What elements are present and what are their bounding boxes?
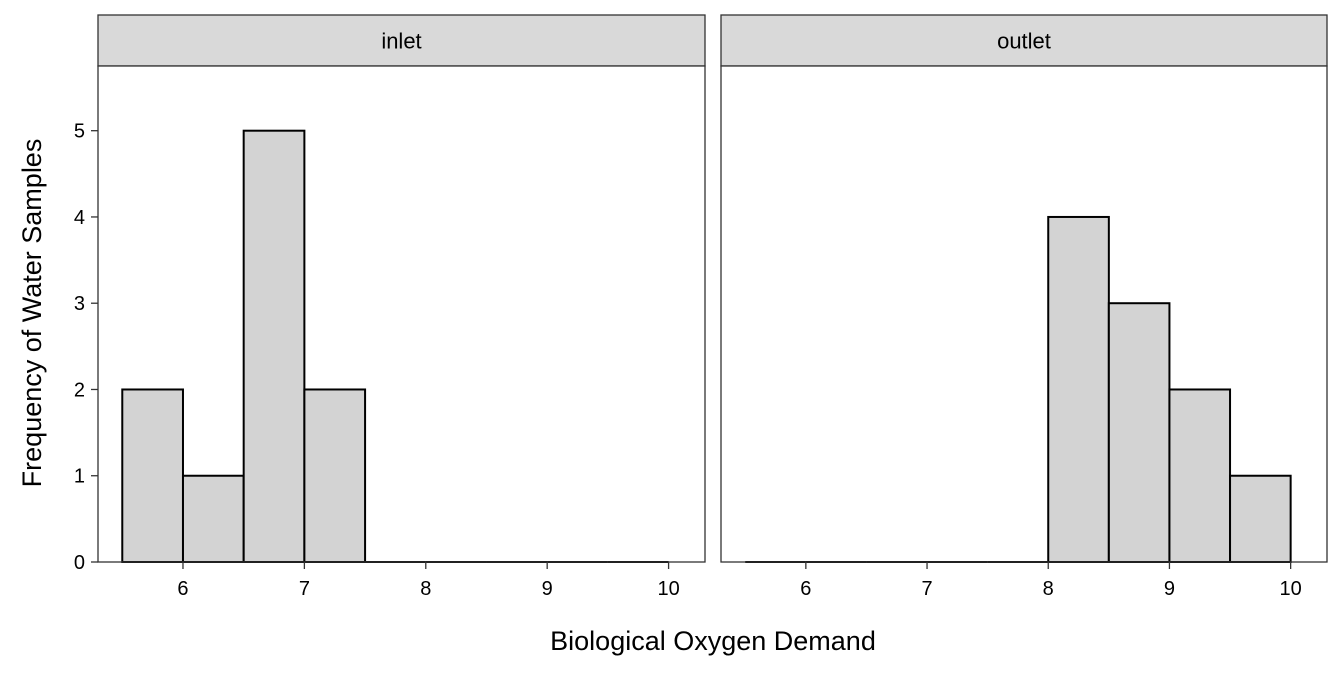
y-tick-label: 3 [74, 293, 85, 315]
facet-panel-inlet: inlet 6 7 8 9 10 [97, 14, 706, 600]
histogram-bar [1229, 474, 1292, 564]
x-tick-label: 8 [420, 578, 431, 600]
x-tick-label: 9 [1164, 578, 1175, 600]
x-axis-inlet: 6 7 8 9 10 [177, 562, 680, 600]
y-tick-label: 1 [74, 466, 85, 488]
histogram-bar [303, 388, 367, 564]
y-axis: 0 1 2 3 4 5 [74, 121, 98, 574]
histogram-bar [181, 474, 245, 564]
histogram-bar [242, 129, 306, 563]
x-tick-label: 6 [800, 578, 811, 600]
plot-panel-border [720, 65, 1328, 563]
x-tick-label: 7 [299, 578, 310, 600]
histogram-bar [1047, 215, 1110, 564]
x-axis-outlet: 6 7 8 9 10 [800, 562, 1302, 600]
facet-strip-label: inlet [381, 29, 421, 54]
x-tick-label: 9 [542, 578, 553, 600]
y-tick-label: 4 [74, 207, 85, 229]
y-tick-label: 2 [74, 379, 85, 401]
x-tick-label: 10 [657, 578, 679, 600]
y-tick-label: 0 [74, 552, 85, 574]
x-axis-title: Biological Oxygen Demand [550, 626, 876, 656]
histogram-bar [1107, 302, 1171, 563]
plot-panel-border [97, 65, 706, 563]
histogram-bar [121, 388, 184, 564]
y-axis-title: Frequency of Water Samples [17, 139, 47, 488]
panels-layer: inlet 6 7 8 9 10 outlet 6 7 8 9 10 [97, 14, 1328, 600]
facet-strip-inlet [97, 14, 706, 67]
x-tick-label: 7 [921, 578, 932, 600]
y-tick-label: 5 [74, 121, 85, 143]
x-tick-label: 10 [1280, 578, 1302, 600]
facet-panel-outlet: outlet 6 7 8 9 10 [720, 14, 1328, 600]
histogram-bar [1168, 388, 1232, 564]
x-tick-label: 6 [177, 578, 188, 600]
x-tick-label: 8 [1043, 578, 1054, 600]
facet-strip-label: outlet [997, 29, 1051, 54]
